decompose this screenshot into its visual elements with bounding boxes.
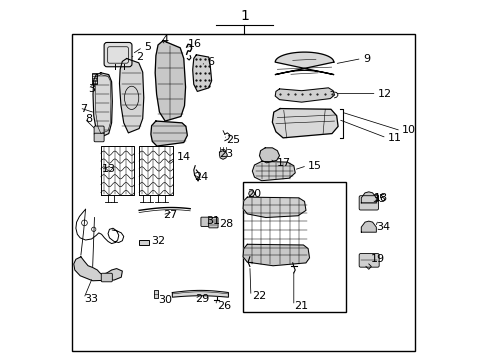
Text: 29: 29 bbox=[195, 294, 209, 303]
Text: 31: 31 bbox=[205, 216, 220, 226]
Text: 30: 30 bbox=[158, 295, 172, 305]
Text: 10: 10 bbox=[401, 125, 415, 135]
Text: 12: 12 bbox=[377, 89, 391, 99]
FancyBboxPatch shape bbox=[201, 217, 208, 226]
Text: 21: 21 bbox=[294, 301, 308, 311]
Bar bbox=[154, 290, 158, 298]
FancyBboxPatch shape bbox=[358, 196, 378, 210]
Text: 4: 4 bbox=[162, 35, 168, 45]
Bar bbox=[242, 182, 346, 312]
FancyBboxPatch shape bbox=[94, 126, 104, 135]
FancyBboxPatch shape bbox=[104, 42, 132, 67]
Polygon shape bbox=[243, 197, 305, 217]
Polygon shape bbox=[74, 257, 122, 281]
Text: 11: 11 bbox=[386, 133, 401, 143]
Text: 7: 7 bbox=[80, 104, 87, 113]
Text: 18: 18 bbox=[373, 193, 387, 203]
Text: 23: 23 bbox=[218, 149, 232, 159]
Polygon shape bbox=[155, 41, 185, 121]
Text: 14: 14 bbox=[176, 152, 190, 162]
Text: 32: 32 bbox=[151, 237, 164, 247]
Circle shape bbox=[248, 191, 254, 197]
Polygon shape bbox=[259, 148, 279, 163]
FancyBboxPatch shape bbox=[94, 133, 104, 142]
Text: 1: 1 bbox=[240, 9, 248, 23]
Polygon shape bbox=[119, 59, 143, 133]
Polygon shape bbox=[172, 291, 228, 297]
Text: 25: 25 bbox=[225, 135, 240, 145]
Text: 9: 9 bbox=[363, 54, 369, 64]
Polygon shape bbox=[361, 221, 376, 232]
Polygon shape bbox=[272, 109, 337, 138]
Polygon shape bbox=[361, 192, 376, 203]
Bar bbox=[72, 33, 414, 351]
Text: 35: 35 bbox=[372, 194, 386, 203]
Text: 33: 33 bbox=[84, 294, 98, 303]
Text: 22: 22 bbox=[251, 291, 265, 301]
Polygon shape bbox=[151, 121, 187, 146]
Polygon shape bbox=[275, 52, 333, 75]
Text: 8: 8 bbox=[85, 114, 92, 124]
FancyBboxPatch shape bbox=[101, 273, 112, 282]
Text: 15: 15 bbox=[307, 161, 322, 171]
Text: 5: 5 bbox=[143, 42, 150, 52]
Text: 16: 16 bbox=[187, 39, 201, 49]
FancyBboxPatch shape bbox=[358, 253, 378, 267]
Text: 34: 34 bbox=[375, 222, 389, 232]
Bar bbox=[139, 240, 149, 245]
Text: 27: 27 bbox=[163, 210, 177, 220]
Text: 17: 17 bbox=[276, 158, 290, 168]
Polygon shape bbox=[275, 88, 334, 102]
Bar bbox=[92, 73, 97, 84]
Polygon shape bbox=[192, 55, 211, 91]
Polygon shape bbox=[252, 161, 295, 181]
Text: 20: 20 bbox=[247, 189, 261, 199]
Text: 28: 28 bbox=[218, 219, 233, 229]
Text: 13: 13 bbox=[102, 164, 115, 174]
Text: 6: 6 bbox=[206, 57, 214, 67]
Text: 19: 19 bbox=[370, 254, 385, 264]
Text: 2: 2 bbox=[136, 52, 143, 62]
Text: 26: 26 bbox=[216, 301, 230, 311]
Polygon shape bbox=[243, 244, 309, 266]
Polygon shape bbox=[219, 151, 227, 159]
Text: 24: 24 bbox=[194, 172, 208, 182]
Polygon shape bbox=[93, 73, 112, 137]
Text: 3: 3 bbox=[88, 84, 95, 94]
FancyBboxPatch shape bbox=[208, 217, 218, 228]
